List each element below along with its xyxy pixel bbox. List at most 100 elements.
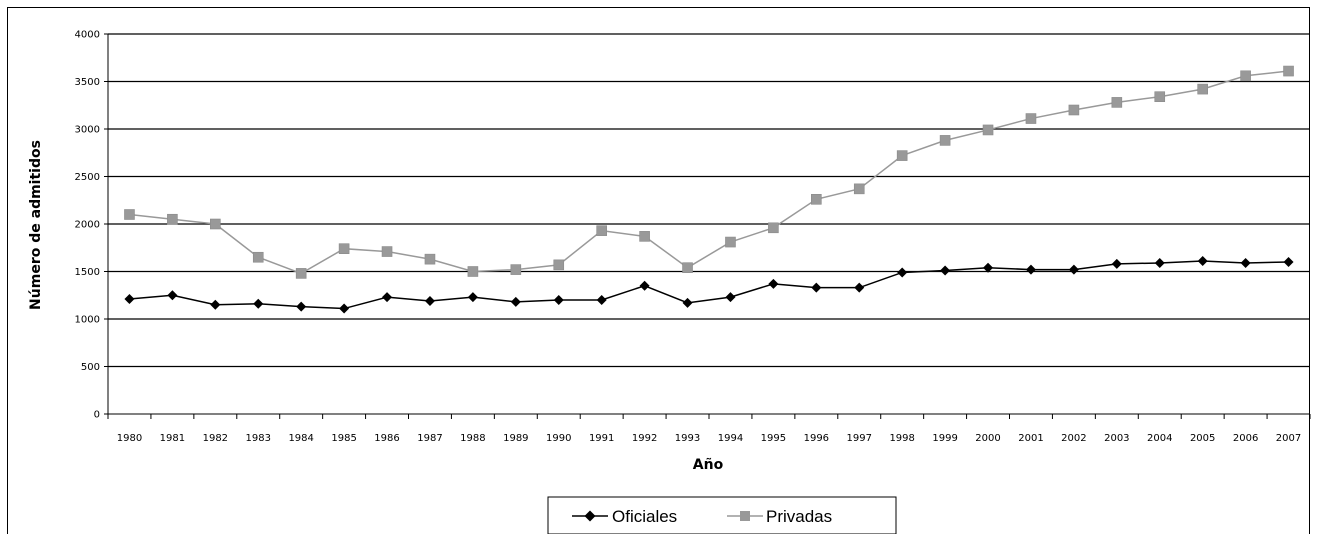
x-tick-labels: 1980 1981 1982 1983 1984 1985 1986 1987 1988 1989… — [117, 433, 1302, 444]
point-privadas-1996 — [811, 194, 822, 205]
legend-marker-privadas — [740, 511, 750, 521]
series-lines — [129, 70, 1289, 310]
point-privadas-1997 — [853, 183, 865, 195]
chart-frame — [7, 7, 1310, 534]
x-tick-label-1998: 1998 — [889, 433, 914, 444]
y-tick-label-1500: 1500 — [75, 267, 100, 278]
point-privadas-1985 — [338, 243, 350, 254]
x-tick-label-1993: 1993 — [675, 433, 700, 444]
x-tick-label-2003: 2003 — [1104, 433, 1129, 444]
point-oficiales-1995 — [768, 278, 779, 289]
point-privadas-1989 — [510, 264, 522, 275]
point-privadas-1991 — [596, 225, 607, 236]
point-privadas-1998 — [896, 150, 908, 161]
y-tick-label-4000: 4000 — [75, 30, 100, 41]
x-tick-label-1982: 1982 — [203, 433, 228, 444]
point-privadas-1984 — [295, 268, 307, 279]
point-privadas-2004 — [1154, 91, 1166, 102]
point-oficiales-1983 — [253, 298, 264, 309]
x-tick-label-2004: 2004 — [1147, 433, 1172, 444]
point-privadas-1983 — [252, 251, 264, 263]
x-tick-label-2007: 2007 — [1276, 433, 1301, 444]
point-privadas-1993 — [682, 262, 693, 274]
series-markers — [124, 65, 1294, 314]
legend-marker-oficiales — [584, 510, 596, 522]
legend-entry-privadas: Privadas — [727, 507, 832, 526]
point-privadas-1981 — [167, 213, 178, 225]
point-oficiales-2006 — [1240, 257, 1251, 268]
y-tick-labels: 0 500 1000 1500 2000 2500 3000 3500 4000 — [75, 30, 100, 421]
y-tick-label-0: 0 — [94, 410, 100, 421]
point-privadas-1986 — [381, 246, 393, 257]
x-tick-label-1999: 1999 — [932, 433, 957, 444]
x-tick-label-1996: 1996 — [804, 433, 829, 444]
x-axis-title: Año — [693, 457, 724, 473]
x-tick-label-1983: 1983 — [246, 433, 271, 444]
point-oficiales-1981 — [167, 290, 178, 301]
x-tick-label-1985: 1985 — [331, 433, 356, 444]
x-tick-label-2006: 2006 — [1233, 433, 1258, 444]
point-oficiales-2007 — [1283, 257, 1294, 267]
point-oficiales-2004 — [1154, 257, 1165, 268]
point-oficiales-2005 — [1197, 256, 1208, 267]
y-tick-label-2500: 2500 — [75, 172, 100, 183]
point-privadas-1988 — [467, 266, 479, 277]
legend-label-privadas: Privadas — [766, 507, 832, 526]
point-oficiales-2000 — [983, 262, 994, 273]
point-privadas-2005 — [1197, 83, 1208, 95]
point-oficiales-1999 — [940, 265, 951, 276]
legend-label-oficiales: Oficiales — [612, 507, 677, 526]
point-privadas-2007 — [1283, 65, 1294, 77]
point-oficiales-1996 — [811, 282, 822, 293]
x-tick-label-2000: 2000 — [975, 433, 1000, 444]
point-oficiales-1984 — [296, 301, 307, 312]
point-oficiales-1987 — [424, 295, 435, 306]
point-privadas-1995 — [768, 222, 779, 234]
axes — [104, 33, 1311, 419]
point-privadas-1990 — [553, 259, 565, 271]
point-privadas-2000 — [982, 124, 994, 136]
x-tick-label-1995: 1995 — [761, 433, 786, 444]
point-privadas-1999 — [939, 135, 951, 146]
point-oficiales-1992 — [639, 280, 650, 291]
y-tick-label-3000: 3000 — [75, 125, 100, 136]
point-privadas-1994 — [725, 236, 736, 248]
point-oficiales-1989 — [510, 296, 521, 307]
x-tick-label-1981: 1981 — [160, 433, 185, 444]
legend: Oficiales Privadas — [547, 496, 897, 534]
x-tick-label-1990: 1990 — [546, 433, 571, 444]
x-tick-label-1991: 1991 — [589, 433, 614, 444]
point-privadas-1992 — [639, 231, 650, 242]
x-tick-label-1989: 1989 — [503, 433, 528, 444]
x-tick-label-1986: 1986 — [374, 433, 399, 444]
point-oficiales-1991 — [596, 295, 607, 305]
point-privadas-2001 — [1025, 113, 1037, 124]
x-tick-label-1988: 1988 — [460, 433, 485, 444]
x-tick-label-1980: 1980 — [117, 433, 142, 444]
y-tick-label-3500: 3500 — [75, 77, 100, 88]
point-oficiales-1988 — [467, 292, 478, 303]
point-privadas-1987 — [424, 253, 436, 265]
point-oficiales-1985 — [339, 303, 350, 314]
point-oficiales-2001 — [1025, 264, 1036, 275]
x-tick-label-1997: 1997 — [847, 433, 872, 444]
x-tick-label-1992: 1992 — [632, 433, 657, 444]
y-tick-label-500: 500 — [81, 362, 100, 373]
point-oficiales-1997 — [854, 282, 865, 293]
x-tick-label-1984: 1984 — [288, 433, 313, 444]
y-tick-label-1000: 1000 — [75, 315, 100, 326]
series-line-oficiales — [129, 260, 1289, 310]
x-tick-label-1994: 1994 — [718, 433, 743, 444]
point-privadas-1982 — [210, 218, 221, 230]
series-line-privadas — [129, 70, 1289, 275]
x-tick-label-2001: 2001 — [1018, 433, 1043, 444]
x-tick-label-2002: 2002 — [1061, 433, 1086, 444]
point-oficiales-1990 — [553, 295, 564, 305]
point-oficiales-1986 — [382, 292, 393, 303]
point-privadas-2006 — [1240, 70, 1251, 82]
point-privadas-2002 — [1068, 104, 1080, 116]
point-oficiales-1993 — [682, 297, 693, 308]
x-tick-label-2005: 2005 — [1190, 433, 1215, 444]
y-tick-label-2000: 2000 — [75, 220, 100, 231]
